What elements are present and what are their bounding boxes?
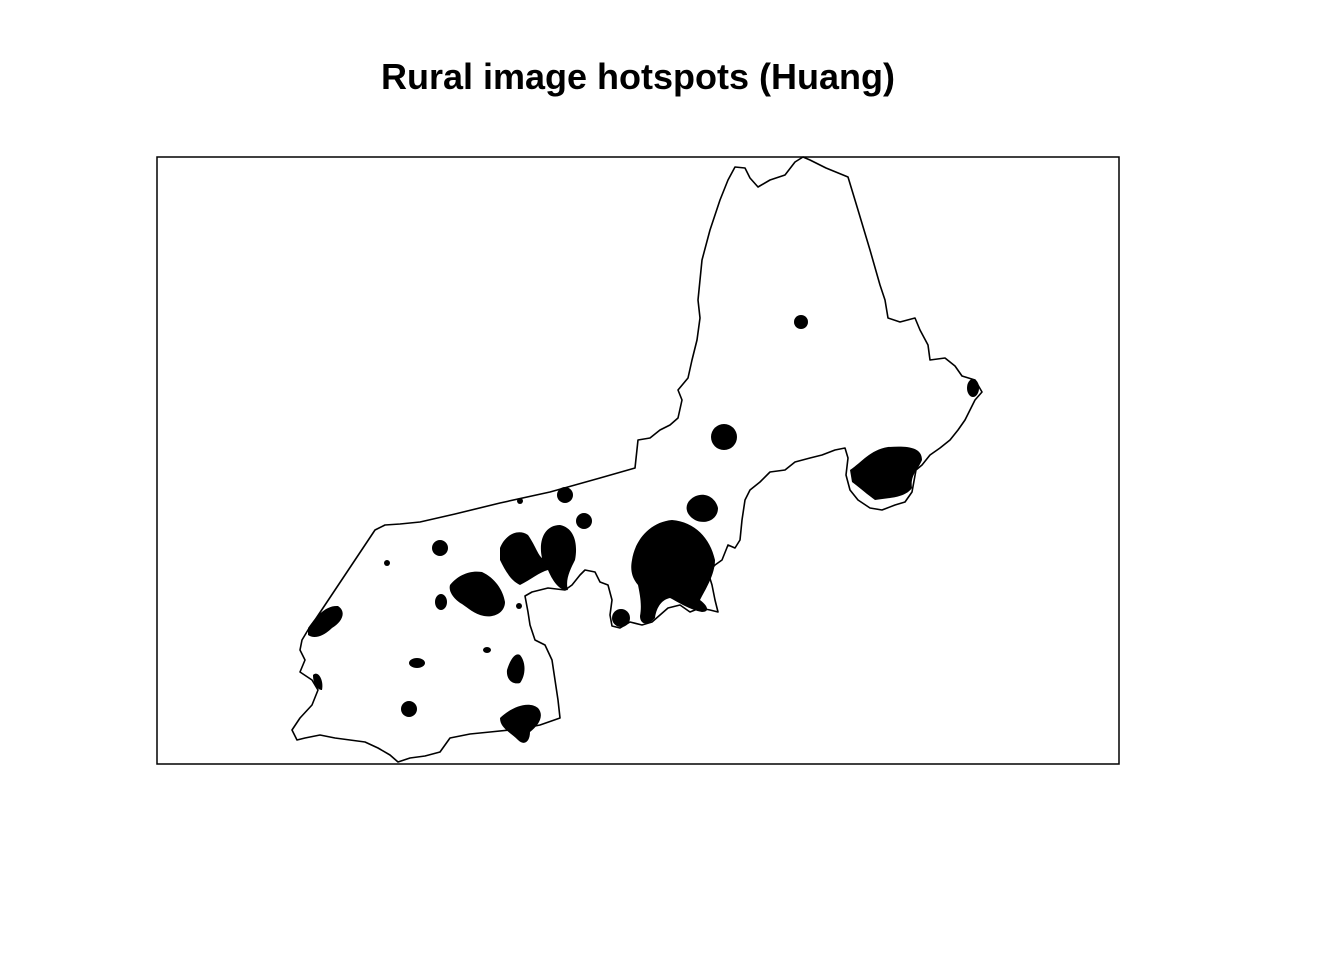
map-frame xyxy=(156,156,1120,765)
region-boundary xyxy=(291,156,983,763)
hotspot xyxy=(313,673,323,690)
hotspot xyxy=(612,609,630,627)
hotspot xyxy=(850,446,922,500)
hotspot xyxy=(517,498,523,504)
hotspot xyxy=(557,487,573,503)
hotspot xyxy=(308,605,343,638)
hotspot xyxy=(432,540,448,556)
hotspot xyxy=(631,520,715,624)
map-title: Rural image hotspots (Huang) xyxy=(380,56,896,97)
hotspot xyxy=(409,658,425,668)
hotspot xyxy=(516,603,522,609)
hotspot xyxy=(384,560,390,566)
hotspot xyxy=(435,594,447,610)
hotspot xyxy=(500,704,541,743)
hotspot xyxy=(449,571,505,617)
hotspot xyxy=(576,513,592,529)
hotspot xyxy=(483,647,491,653)
hotspot xyxy=(794,315,808,329)
hotspot xyxy=(967,379,979,397)
hotspot xyxy=(711,424,737,450)
hotspot xyxy=(401,701,417,717)
hotspot xyxy=(500,525,577,591)
hotspot xyxy=(686,494,718,522)
hotspot xyxy=(506,654,525,684)
hotspot-layer xyxy=(308,315,979,743)
